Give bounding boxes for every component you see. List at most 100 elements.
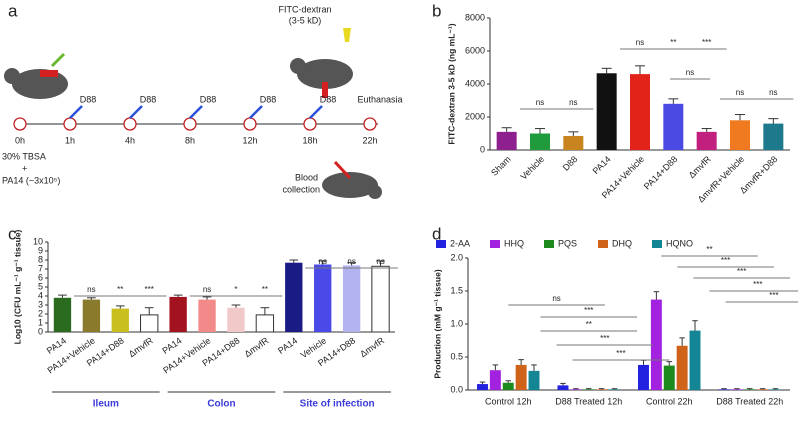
y-tick-label: 2000 [465, 111, 485, 121]
infection-label: + [22, 163, 27, 173]
x-tick-label: PA14 [160, 335, 183, 355]
bar [140, 314, 159, 333]
bar [583, 389, 595, 390]
dose-label: D88 [140, 94, 157, 104]
significance-label: ns [636, 38, 644, 47]
y-tick-label: 2 [38, 308, 43, 318]
significance-label: *** [145, 285, 154, 294]
syringe-icon [50, 52, 66, 68]
bar [763, 123, 784, 150]
time-point [63, 117, 77, 131]
bar [489, 370, 501, 390]
significance-label: *** [600, 334, 609, 343]
x-tick-label: Sham [489, 154, 513, 178]
infection-label: PA14 (~3x10⁵) [2, 175, 60, 185]
y-tick-label: 5 [38, 281, 43, 291]
bar [744, 389, 756, 390]
x-tick-label: PA14+D88 [642, 154, 680, 192]
bar [609, 389, 620, 390]
time-label: 4h [125, 135, 135, 145]
mouse-icon [297, 59, 353, 89]
group-label: Colon [207, 399, 235, 410]
time-label: 22h [362, 135, 377, 145]
group-label: Ileum [93, 399, 119, 410]
bar [515, 364, 527, 390]
panel-letter: a [8, 1, 18, 20]
x-tick-label: PA14 [276, 335, 299, 355]
legend-label: PQS [558, 238, 577, 248]
y-tick-label: 6000 [465, 45, 485, 55]
significance-label: ** [586, 320, 592, 329]
time-point [183, 117, 197, 131]
significance-label: *** [721, 256, 730, 265]
x-tick-label: D88 Treated 22h [716, 396, 783, 406]
y-axis-label: Production (mM g⁻¹ tissue) [432, 269, 442, 378]
legend-swatch [544, 240, 554, 248]
bar [770, 389, 781, 390]
bar [730, 120, 750, 150]
bar [227, 307, 245, 332]
x-tick-label: ΔmvfR [358, 335, 386, 359]
bar [570, 389, 582, 390]
y-tick-label: 1.5 [450, 285, 463, 295]
significance-label: ** [262, 285, 268, 294]
y-tick-label: 3 [38, 299, 43, 309]
significance-label: ns [536, 98, 544, 107]
x-tick-label: ΔmvfR [127, 335, 155, 359]
y-axis-label: Log10 (CFU mL⁻¹ g⁻¹ tissue) [12, 229, 22, 344]
significance-label: *** [769, 291, 778, 300]
bar [557, 385, 569, 390]
time-point [123, 117, 137, 131]
bar [496, 131, 517, 150]
bar [371, 265, 390, 333]
x-tick-label: D88 [561, 154, 580, 173]
significance-label: ns [736, 88, 744, 97]
x-tick-label: Vehicle [518, 154, 546, 182]
bar [638, 364, 649, 390]
y-tick-label: 8 [38, 254, 43, 264]
bar [757, 389, 769, 390]
bar [596, 73, 617, 150]
dose-label: D88 [80, 94, 97, 104]
syringe-icon [69, 105, 83, 119]
panel-letter: d [432, 224, 441, 243]
legend-swatch [436, 240, 446, 248]
mouse-head [290, 58, 306, 74]
syringe-icon [309, 105, 323, 119]
panel-letter: b [432, 1, 441, 20]
significance-label: ns [87, 285, 95, 294]
y-tick-label: 0.0 [450, 384, 463, 394]
bar [111, 308, 129, 332]
syringe-icon [249, 105, 263, 119]
infection-label: 30% TBSA [2, 151, 46, 161]
legend-swatch [598, 240, 608, 248]
legend-label: HHQ [504, 238, 524, 248]
bar [198, 299, 216, 332]
x-tick-label: Control 22h [646, 396, 693, 406]
significance-label: ns [376, 257, 384, 266]
y-tick-label: 4000 [465, 78, 485, 88]
dose-label: D88 [260, 94, 277, 104]
bar [663, 365, 675, 390]
time-label: 1h [65, 135, 75, 145]
significance-label: ns [203, 285, 211, 294]
group-label: Site of infection [300, 399, 375, 410]
significance-label: *** [584, 306, 593, 315]
y-tick-label: 0.5 [450, 351, 463, 361]
blood-label: Blood [295, 172, 318, 182]
burn-area [40, 70, 58, 77]
gavage-icon [343, 28, 351, 42]
end-label: Euthanasia [357, 94, 402, 104]
x-tick-label: ΔmvfR [243, 335, 271, 359]
significance-label: ** [117, 285, 123, 294]
bar [285, 262, 303, 332]
bar [314, 264, 332, 332]
legend-swatch [652, 240, 662, 248]
time-label: 12h [242, 135, 257, 145]
panel-a-drawing [4, 28, 382, 199]
mouse-head [368, 185, 382, 199]
mouse-head [4, 68, 20, 84]
time-label: 0h [15, 135, 25, 145]
bar [731, 389, 743, 390]
